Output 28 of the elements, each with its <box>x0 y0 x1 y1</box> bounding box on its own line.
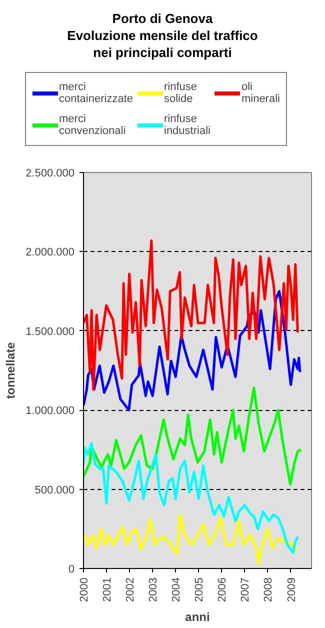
x-tick-label: 2005 <box>194 577 206 602</box>
x-tick-label: 2002 <box>124 577 137 602</box>
line-series <box>84 386 302 486</box>
legend-label: rinfuse industriali <box>164 112 210 139</box>
line-series <box>84 442 299 554</box>
legend-label: oli minerali <box>241 80 280 107</box>
x-tick-label: 2007 <box>240 577 252 602</box>
x-tick-label: 2001 <box>102 577 114 602</box>
y-tick-label: 2.500.000 <box>26 168 74 180</box>
x-tick-label: 2008 <box>262 577 275 602</box>
x-tick-label: 2003 <box>148 577 160 602</box>
legend-label: merci containerizzate <box>59 80 133 107</box>
y-tick-label: 0 <box>68 564 75 576</box>
x-axis-title: anni <box>185 610 210 624</box>
x-tick-label: 2000 <box>78 577 90 602</box>
chart-title: Porto di Genova Evoluzione mensile del traffico nei principali comparti <box>67 11 258 60</box>
line-series <box>84 239 299 391</box>
y-tick-label: 1.500.000 <box>26 326 74 338</box>
x-tick-label: 2009 <box>286 577 298 602</box>
legend-label: merci convenzionali <box>59 112 126 139</box>
y-tick-label: 500.000 <box>34 484 75 496</box>
y-tick-label: 1.000.000 <box>26 405 74 418</box>
x-tick-label: 2006 <box>216 577 229 602</box>
line-series <box>84 513 298 565</box>
y-tick-label: 2.000.000 <box>26 246 74 259</box>
legend-label: rinfuse solide <box>164 80 198 107</box>
y-axis-title: tonnellate <box>4 342 18 399</box>
x-tick-label: 2004 <box>170 577 183 602</box>
